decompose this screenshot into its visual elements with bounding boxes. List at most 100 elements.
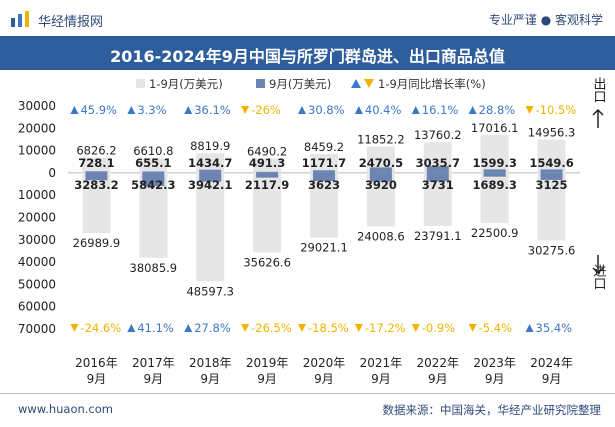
- label-export-month: 1549.6: [529, 156, 573, 170]
- label-export-month: 3035.7: [416, 156, 460, 170]
- import-growth-label: -24.6%: [80, 321, 121, 335]
- x-tick-label-year: 2018年: [189, 356, 232, 370]
- label-import-month: 5842.3: [131, 178, 175, 192]
- import-growth-label-up-arrow-icon: [184, 324, 193, 332]
- label-import-ytd: 38085.9: [130, 261, 178, 275]
- import-growth-label: -26.5%: [251, 321, 292, 335]
- bar-import-ytd: [196, 172, 225, 282]
- export-growth-label-down-arrow-icon: [525, 106, 534, 114]
- import-growth-label: -17.2%: [365, 321, 406, 335]
- label-export-ytd: 8459.2: [304, 140, 344, 154]
- label-export-ytd: 8819.9: [190, 139, 230, 153]
- label-export-month: 491.3: [249, 156, 285, 170]
- label-import-ytd: 23791.1: [414, 229, 462, 243]
- export-growth-label: 30.8%: [308, 103, 345, 117]
- top-bar: 华经情报网 专业严谨 ● 客观科学: [0, 0, 615, 36]
- import-growth-label: -0.9%: [422, 321, 455, 335]
- bar-import-month: [85, 172, 108, 181]
- x-tick-label-year: 2019年: [246, 356, 289, 370]
- label-import-month: 2117.9: [245, 178, 289, 192]
- import-growth-label-down-arrow-icon: [411, 324, 420, 332]
- label-import-month: 3125: [536, 178, 568, 192]
- export-growth-label: -26%: [251, 103, 281, 117]
- bar-export-month: [85, 171, 108, 173]
- bar-import-ytd: [537, 172, 566, 241]
- export-growth-label-up-arrow-icon: [411, 106, 420, 114]
- label-export-month: 728.1: [78, 156, 114, 170]
- legend-label-growth: 1-9月同比增长率(%): [378, 77, 486, 91]
- x-tick-label-year: 2016年: [75, 356, 118, 370]
- bar-export-month: [256, 171, 279, 173]
- bar-import-ytd: [139, 172, 168, 258]
- y-tick-label: 50000: [18, 277, 56, 291]
- import-growth-label-down-arrow-icon: [70, 324, 79, 332]
- side-label-import: 进口: [591, 264, 607, 290]
- website-link[interactable]: www.huaon.com: [18, 402, 113, 416]
- export-growth-label-up-arrow-icon: [468, 106, 477, 114]
- bar-import-ytd: [82, 172, 111, 234]
- bar-export-ytd: [139, 158, 168, 173]
- bar-import-ytd: [480, 172, 509, 224]
- bar-import-month: [483, 172, 506, 177]
- export-growth-label: 45.9%: [80, 103, 117, 117]
- bar-export-ytd: [310, 154, 338, 173]
- x-tick-label-year: 2024年: [530, 356, 573, 370]
- label-export-ytd: 17016.1: [471, 121, 519, 135]
- y-tick-label: 20000: [18, 121, 56, 135]
- import-growth-label-down-arrow-icon: [354, 324, 363, 332]
- bar-import-month: [256, 172, 279, 178]
- label-import-ytd: 48597.3: [186, 284, 234, 298]
- bar-import-month: [369, 172, 392, 182]
- import-growth-label: -5.4%: [479, 321, 512, 335]
- import-growth-label-up-arrow-icon: [127, 324, 136, 332]
- bar-import-month: [142, 172, 165, 186]
- x-tick-label-year: 2023年: [473, 356, 516, 370]
- label-export-ytd: 6610.8: [133, 144, 173, 158]
- legend-swatch-month: [256, 79, 265, 88]
- x-tick-label-month: 9月: [428, 372, 448, 386]
- export-growth-label-down-arrow-icon: [241, 106, 250, 114]
- x-tick-label-month: 9月: [542, 372, 562, 386]
- label-export-month: 2470.5: [359, 156, 403, 170]
- label-export-ytd: 14956.3: [528, 126, 576, 140]
- import-growth-label-down-arrow-icon: [298, 324, 306, 332]
- label-export-month: 1599.3: [472, 156, 516, 170]
- bar-export-month: [369, 167, 392, 173]
- side-label-export: 出口: [591, 77, 606, 103]
- x-tick-label-month: 9月: [87, 372, 107, 386]
- export-growth-label-up-arrow-icon: [70, 106, 79, 114]
- legend-label-ytd: 1-9月(万美元): [149, 77, 223, 91]
- x-tick-label-month: 9月: [371, 372, 391, 386]
- export-growth-label: -10.5%: [536, 103, 577, 117]
- label-import-ytd: 35626.6: [243, 255, 291, 269]
- label-export-ytd: 11852.2: [357, 132, 405, 146]
- label-import-ytd: 22500.9: [471, 226, 519, 240]
- legend-swatch-ytd: [136, 79, 145, 88]
- x-tick-label-year: 2021年: [360, 356, 403, 370]
- bar-export-month: [142, 171, 165, 173]
- export-growth-label: 3.3%: [137, 103, 166, 117]
- y-tick-label: 30000: [18, 99, 56, 113]
- bar-export-ytd: [196, 153, 225, 173]
- export-growth-label: 40.4%: [365, 103, 402, 117]
- bar-export-month: [426, 166, 449, 173]
- y-tick-label: 70000: [18, 322, 56, 336]
- x-tick-label-month: 9月: [200, 372, 220, 386]
- bar-import-ytd: [310, 172, 338, 238]
- bar-export-month: [540, 169, 563, 173]
- import-growth-label: 41.1%: [137, 321, 174, 335]
- label-import-month: 3731: [422, 178, 454, 192]
- chart: 1-9月(万美元) 9月(万美元) 1-9月同比增长率(%) 30000 20000 10…: [18, 77, 607, 386]
- x-tick-label-month: 9月: [144, 372, 164, 386]
- bar-import-month: [313, 172, 335, 181]
- label-import-ytd: 29021.1: [300, 241, 348, 255]
- bar-import-month: [540, 172, 563, 180]
- export-growth-label: 16.1%: [422, 103, 459, 117]
- chart-title: 2016-2024年9月中国与所罗门群岛进、出口商品总值: [110, 47, 505, 66]
- import-growth-label-down-arrow-icon: [241, 324, 250, 332]
- data-source: 数据来源：中国海关，华经产业研究院整理: [382, 403, 602, 417]
- import-down-arrow-icon: [592, 255, 604, 275]
- brand-name: 华经情报网: [38, 15, 104, 30]
- export-growth-label: 28.8%: [479, 103, 516, 117]
- label-import-ytd: 30275.6: [528, 243, 576, 257]
